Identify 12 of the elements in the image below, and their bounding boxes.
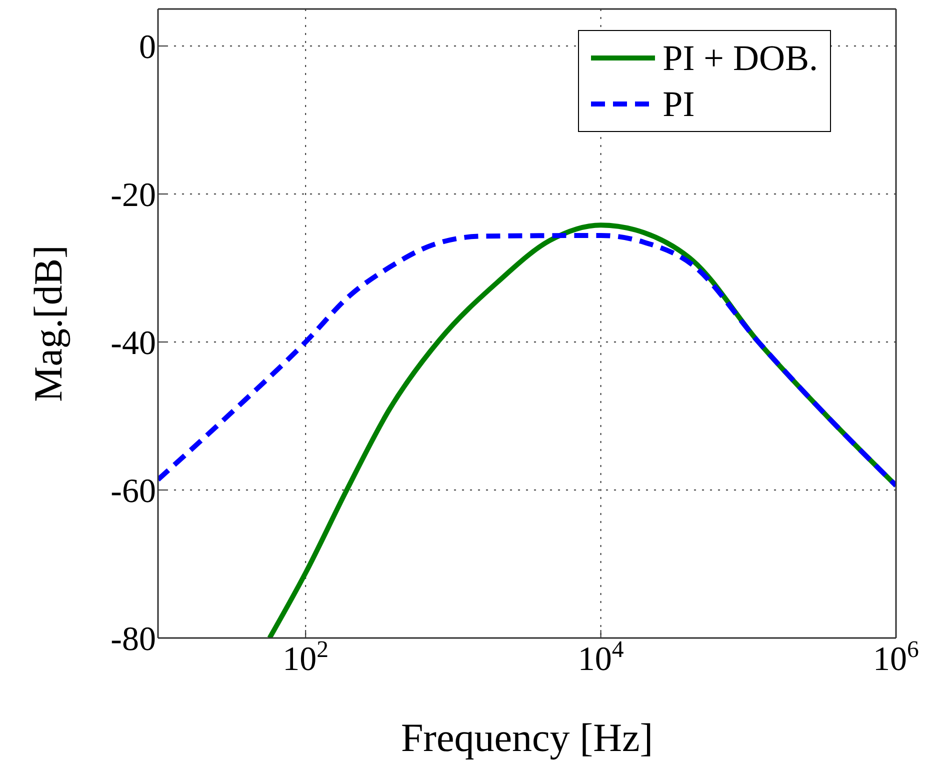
- legend-label: PI + DOB.: [662, 37, 818, 79]
- y-tick-label: 0: [139, 29, 156, 66]
- legend-label: PI: [662, 83, 695, 125]
- x-tick-label: 10$^{2}$: [282, 637, 329, 678]
- y-tick-label: -60: [110, 473, 156, 510]
- y-tick-label: -20: [110, 177, 156, 214]
- x-tick-label: 10$^{6}$: [873, 637, 920, 678]
- x-axis-title: Frequency [Hz]: [400, 715, 654, 760]
- y-tick-label: -40: [110, 325, 156, 362]
- y-tick-label: -80: [110, 621, 156, 658]
- y-axis-title: Mag.[dB]: [26, 245, 70, 402]
- x-tick-label: 10$^{4}$: [578, 637, 624, 678]
